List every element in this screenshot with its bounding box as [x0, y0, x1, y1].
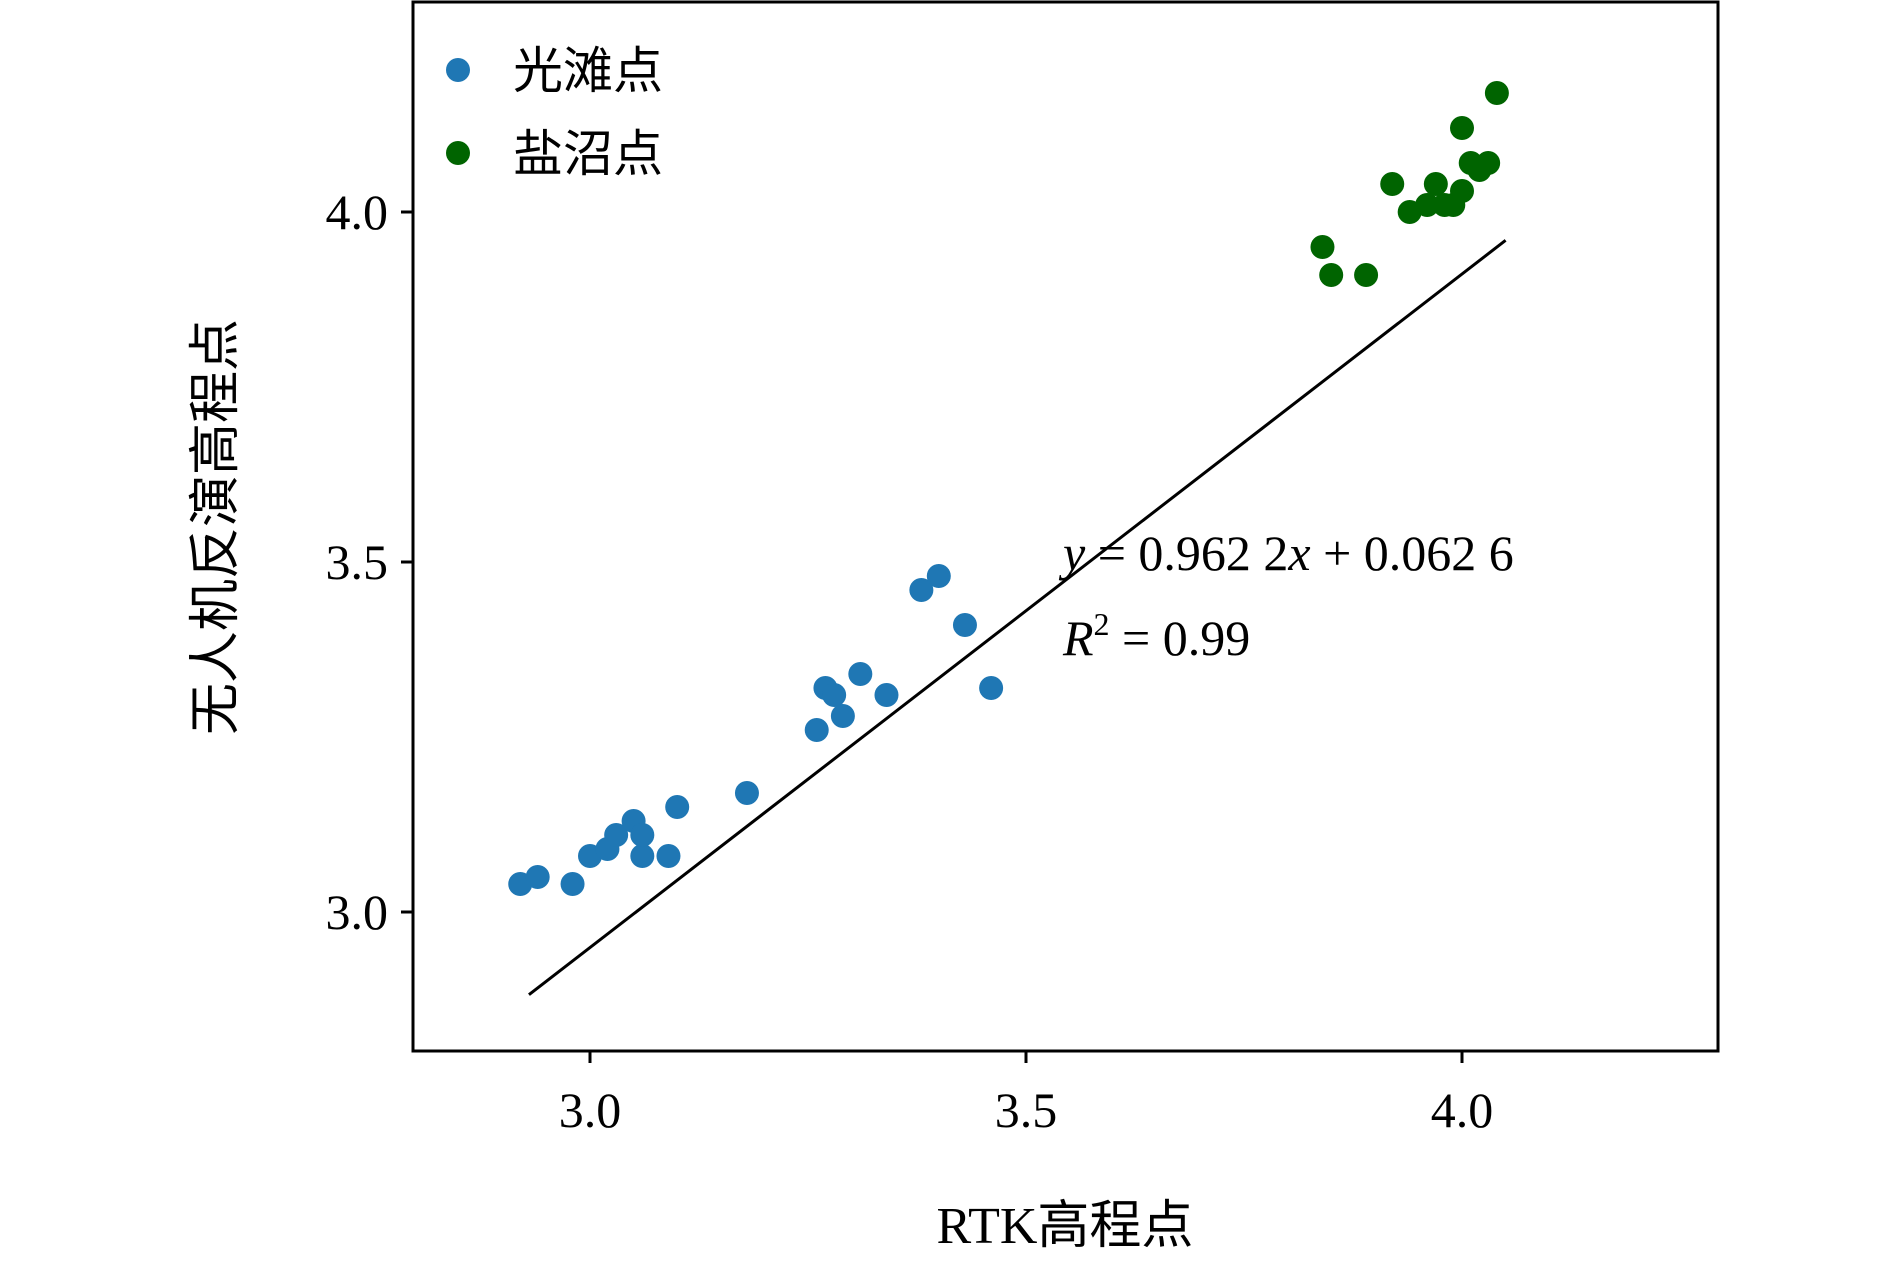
x-tick-label: 3.0 — [559, 1082, 622, 1138]
legend: 光滩点 盐沼点 — [446, 43, 663, 182]
equation-intercept: + 0.062 6 — [1311, 525, 1514, 581]
x-axis-label: RTK高程点 — [937, 1198, 1194, 1255]
data-point — [874, 683, 899, 707]
legend-label-bare-flat: 光滩点 — [513, 43, 663, 99]
data-point — [1354, 263, 1379, 287]
data-point — [665, 795, 690, 819]
y-tick-label: 4.0 — [326, 184, 389, 240]
legend-label-salt-marsh: 盐沼点 — [513, 126, 663, 182]
data-point — [1380, 172, 1405, 196]
x-axis-ticks: 3.0 3.5 4.0 — [559, 1051, 1494, 1138]
r-squared-value: = 0.99 — [1110, 610, 1251, 666]
r-squared-power: 2 — [1094, 606, 1110, 642]
data-point — [952, 613, 977, 637]
data-point — [926, 564, 951, 588]
data-point — [909, 578, 934, 602]
data-point — [830, 704, 855, 728]
data-point — [630, 844, 655, 868]
data-point — [979, 676, 1004, 700]
data-point — [630, 823, 655, 847]
y-axis-label: 无人机反演高程点 — [188, 319, 245, 735]
series-salt-marsh — [1310, 81, 1509, 287]
x-tick-label: 4.0 — [1431, 1082, 1494, 1138]
plot-area — [411, 0, 1720, 1053]
regression-equation: y = 0.962 2x + 0.062 6 — [1058, 525, 1514, 581]
y-axis-ticks: 3.0 3.5 4.0 — [326, 184, 413, 940]
x-tick-label: 3.5 — [995, 1082, 1058, 1138]
equation-coefficient: = 0.962 2 — [1085, 525, 1288, 581]
y-tick-label: 3.5 — [326, 534, 389, 590]
data-points — [508, 81, 1509, 896]
equation-var-y: y — [1058, 525, 1086, 581]
data-point — [1476, 151, 1501, 175]
data-point — [1310, 235, 1335, 259]
y-tick-label: 3.0 — [326, 884, 389, 940]
equation-var-x: x — [1287, 525, 1310, 581]
data-point — [848, 662, 873, 686]
series-bare-flat — [508, 564, 1004, 896]
data-point — [560, 872, 585, 896]
data-point — [604, 823, 629, 847]
regression-line — [528, 239, 1507, 996]
data-point — [804, 718, 829, 742]
data-point — [734, 781, 759, 805]
data-point — [1415, 193, 1440, 217]
legend-swatch-salt-marsh — [446, 141, 470, 165]
r-squared-var: R — [1062, 610, 1094, 666]
data-point — [1450, 116, 1474, 140]
data-point — [1423, 172, 1448, 196]
legend-swatch-bare-flat — [446, 58, 470, 82]
data-point — [656, 844, 681, 868]
data-point — [1319, 263, 1344, 287]
data-point — [1450, 179, 1474, 203]
r-squared-label: R2 = 0.99 — [1062, 606, 1250, 666]
data-point — [1484, 81, 1509, 105]
data-point — [525, 865, 550, 889]
data-point — [822, 683, 847, 707]
